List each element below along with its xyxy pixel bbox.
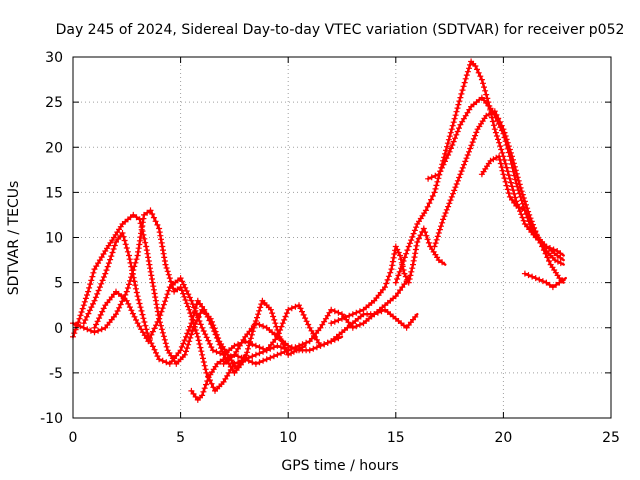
data-layer bbox=[70, 58, 567, 403]
x-tick-label: 5 bbox=[176, 430, 185, 446]
series-track-12 bbox=[521, 270, 567, 291]
y-tick-label: 30 bbox=[45, 50, 63, 66]
series-line bbox=[394, 60, 565, 284]
series-markers bbox=[220, 278, 410, 367]
series-track-3 bbox=[80, 230, 307, 376]
y-tick-label: -5 bbox=[49, 366, 63, 382]
y-tick-label: 5 bbox=[54, 276, 63, 292]
y-tick-label: 10 bbox=[45, 231, 63, 247]
x-tick-label: 10 bbox=[279, 430, 297, 446]
x-tick-label: 25 bbox=[602, 430, 620, 446]
x-axis-label: GPS time / hours bbox=[281, 458, 398, 474]
series-line bbox=[82, 231, 307, 375]
series-line bbox=[426, 96, 565, 262]
series-track-4 bbox=[91, 275, 344, 358]
y-tick-label: 25 bbox=[45, 95, 63, 111]
chart-title: Day 245 of 2024, Sidereal Day-to-day VTE… bbox=[56, 22, 625, 38]
y-tick-label: -10 bbox=[40, 411, 63, 427]
series-track-7 bbox=[328, 225, 447, 327]
series-markers bbox=[328, 225, 446, 327]
ticks: 0 5 10 15 20 25 -10 -5 0 5 10 15 20 25 30 bbox=[40, 50, 620, 446]
y-tick-label: 20 bbox=[45, 140, 63, 156]
x-tick-label: 15 bbox=[387, 430, 405, 446]
series-markers bbox=[392, 58, 564, 286]
grid bbox=[73, 57, 611, 418]
series-track-9 bbox=[425, 94, 565, 262]
series-markers bbox=[70, 207, 288, 394]
series-markers bbox=[521, 270, 566, 291]
series-markers bbox=[425, 94, 564, 261]
series-track-8 bbox=[392, 58, 565, 286]
y-axis-label: SDTVAR / TECUs bbox=[6, 181, 22, 296]
series-markers bbox=[91, 275, 342, 358]
series-track-6 bbox=[220, 276, 410, 367]
x-tick-label: 20 bbox=[494, 430, 512, 446]
y-tick-label: 0 bbox=[54, 321, 63, 337]
series-markers bbox=[478, 153, 565, 284]
series-track-11 bbox=[478, 153, 565, 284]
x-tick-label: 0 bbox=[69, 430, 78, 446]
y-tick-label: 15 bbox=[45, 185, 63, 201]
